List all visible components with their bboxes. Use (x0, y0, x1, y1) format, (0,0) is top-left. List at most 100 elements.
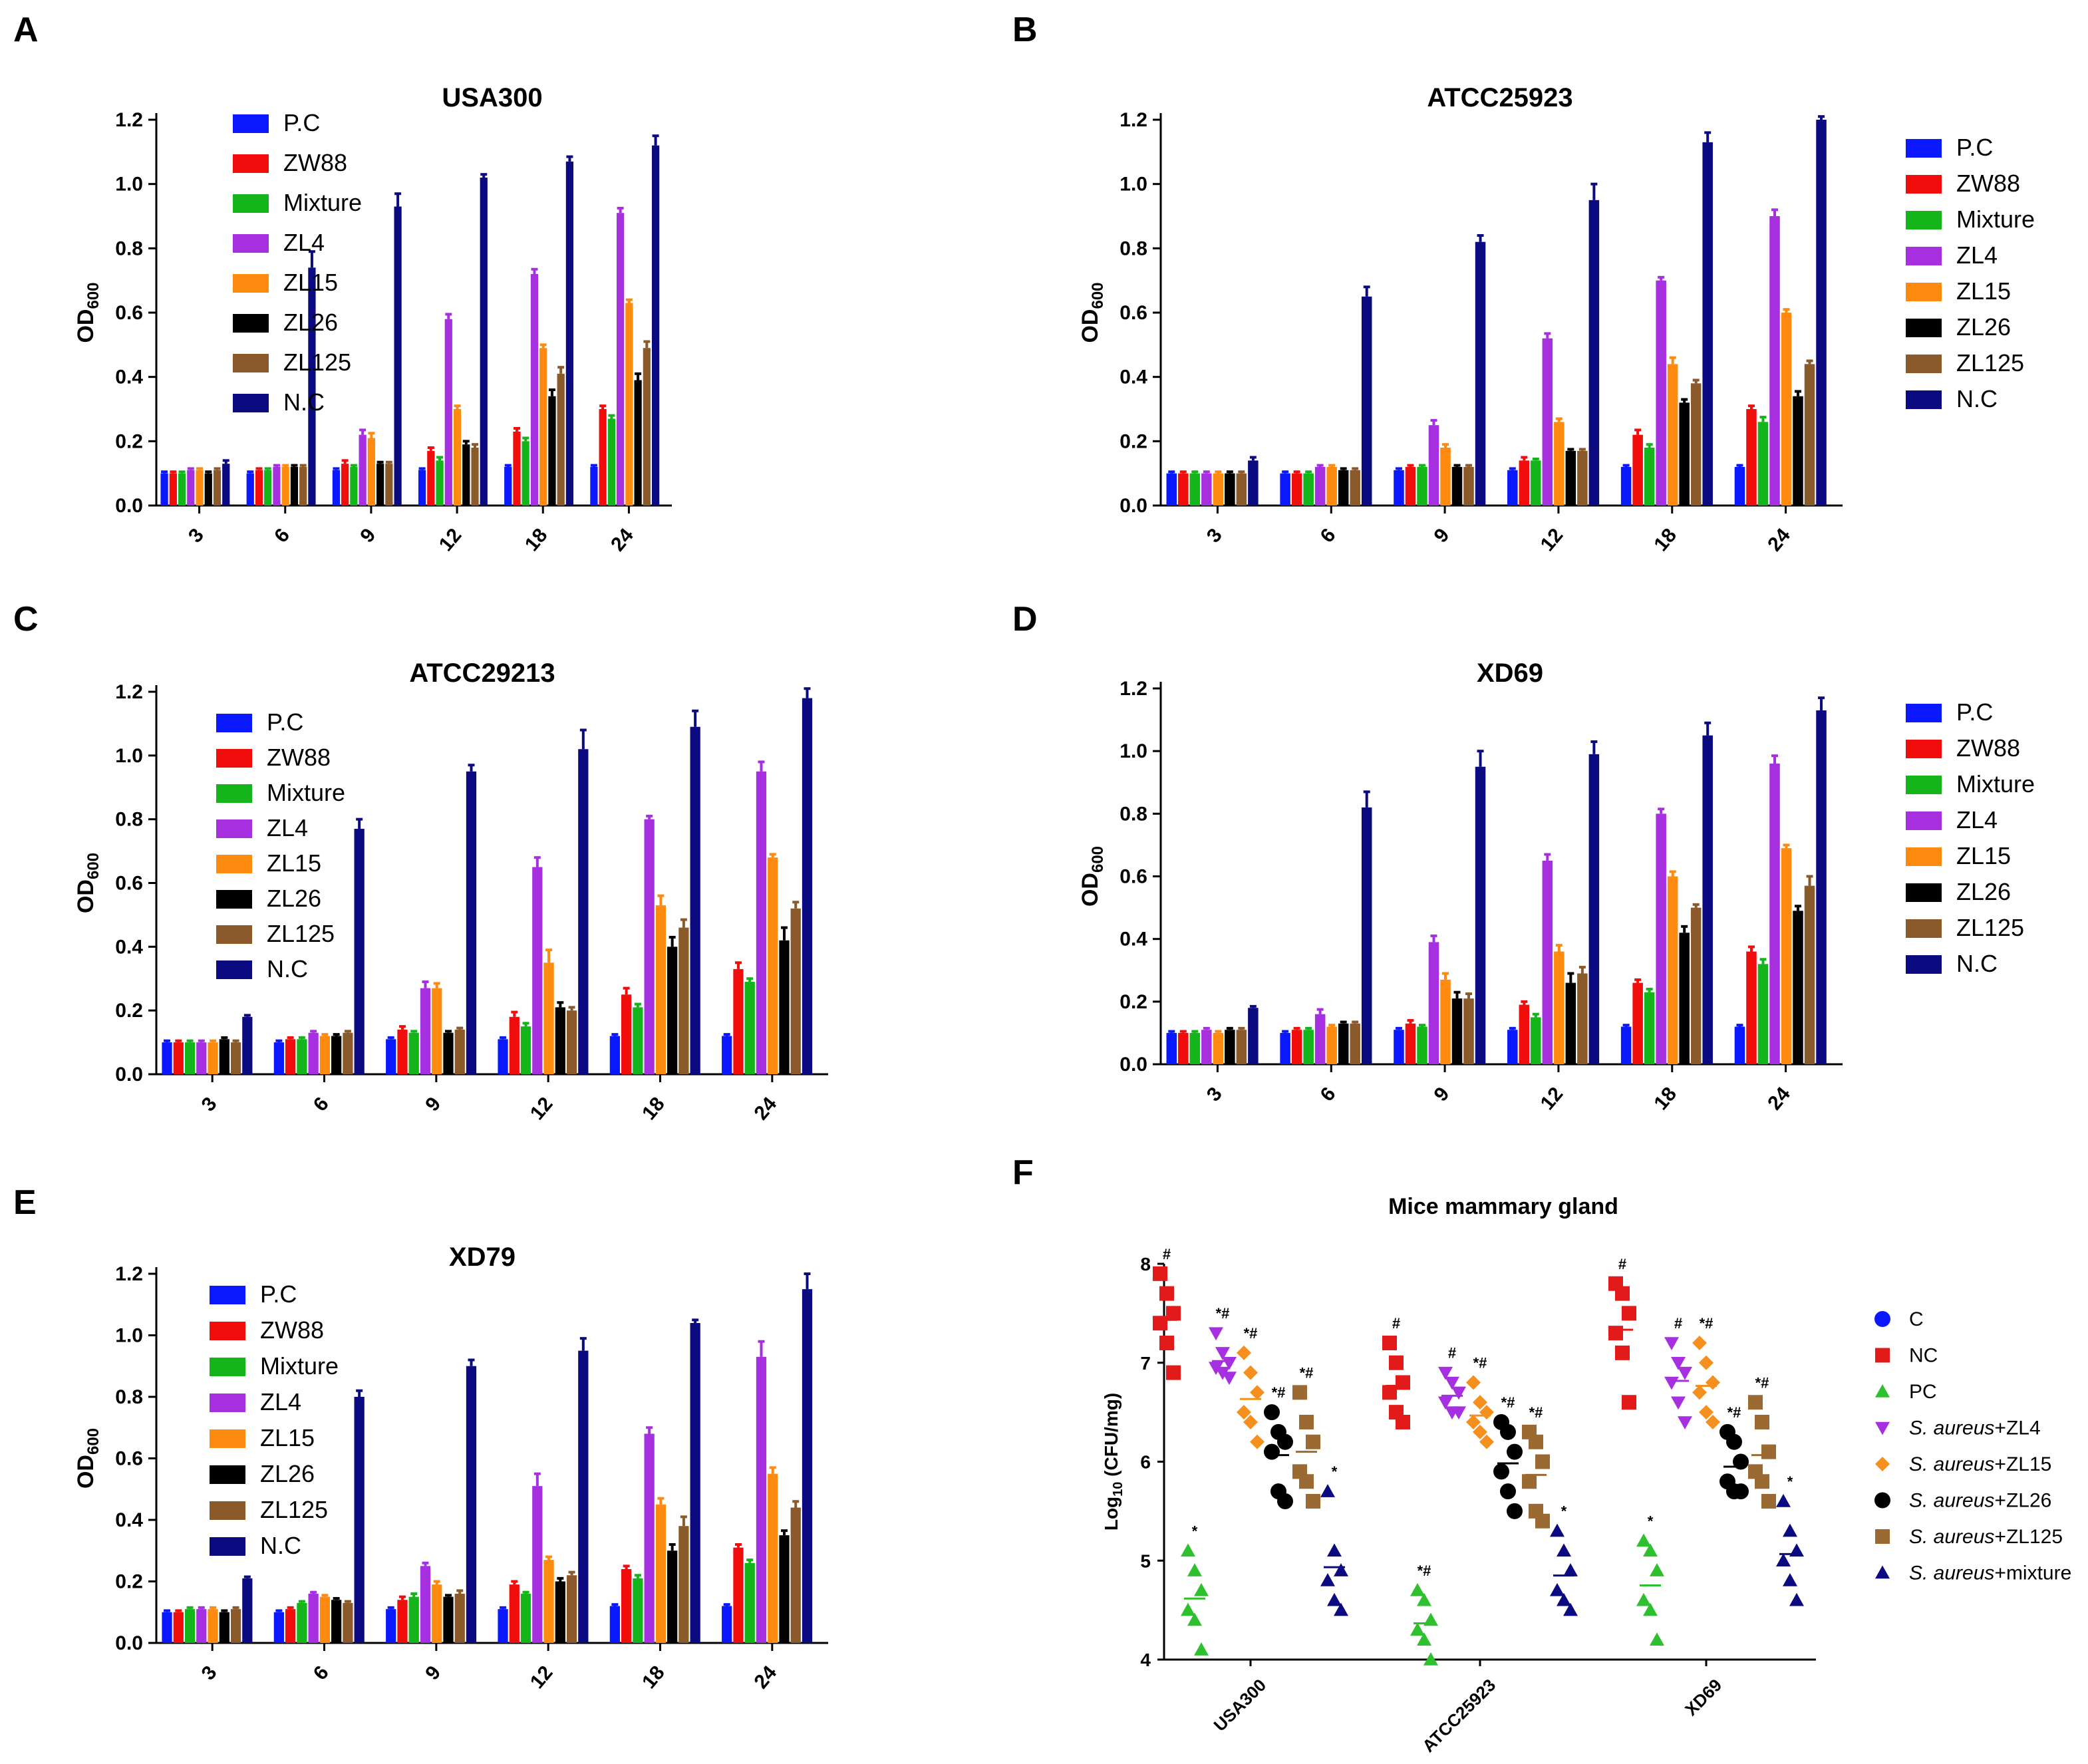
legend-label: P.C (1956, 698, 1993, 726)
bar-n-c (1475, 766, 1486, 1064)
x-tick-label: 6 (270, 524, 294, 547)
y-tick-label: 0.0 (1119, 495, 1147, 517)
scatter-point (1706, 1415, 1720, 1429)
legend-label: ZL125 (260, 1496, 328, 1523)
bar-zl26 (331, 1600, 342, 1643)
x-tick-label: 12 (1537, 1083, 1568, 1114)
y-axis-label-sub: 600 (84, 282, 102, 309)
bar-zl26 (1451, 467, 1463, 506)
scatter-point (1264, 1404, 1280, 1421)
bar-zw88 (169, 473, 177, 506)
bar-zw88 (341, 464, 349, 506)
bar-p-c (722, 1606, 732, 1643)
scatter-point (1507, 1443, 1523, 1460)
bar-n-c (1361, 807, 1372, 1064)
scatter-point (1643, 1543, 1658, 1557)
bar-zl4 (1656, 813, 1666, 1064)
y-axis-label-sub: 600 (1089, 846, 1107, 873)
bar-zl15 (1213, 1032, 1224, 1064)
scatter-point (1243, 1415, 1258, 1429)
scatter-point (1215, 1347, 1230, 1360)
scatter-point (1181, 1543, 1195, 1557)
scatter-point (1776, 1494, 1791, 1507)
legend-swatch (233, 234, 269, 253)
x-tick-label: 24 (1763, 1083, 1795, 1114)
scatter-point (1608, 1326, 1623, 1341)
y-tick-label: 0.8 (115, 237, 143, 259)
bar-zl125 (343, 1602, 353, 1643)
legend-label: PC (1909, 1381, 1937, 1403)
bar-zw88 (1405, 1023, 1416, 1064)
bar-zl26 (1565, 982, 1576, 1064)
bar-zl125 (471, 448, 479, 506)
scatter-point (1473, 1395, 1487, 1410)
bar-zw88 (285, 1039, 296, 1074)
scatter-point (1153, 1266, 1167, 1281)
legend-swatch (210, 1429, 245, 1448)
bar-p-c (1620, 467, 1632, 506)
panel-letter: B (1012, 11, 1038, 49)
legend-swatch (233, 314, 269, 333)
scatter-point (1327, 1592, 1342, 1606)
scatter-point (1237, 1405, 1251, 1420)
bar-p-c (1507, 1030, 1518, 1064)
y-tick-label: 0.6 (115, 873, 143, 895)
x-tick-label: 6 (309, 1662, 333, 1684)
bar-zw88 (1632, 434, 1643, 506)
scatter-point (1451, 1406, 1466, 1420)
scatter-point (1194, 1582, 1209, 1596)
bar-mixture (436, 460, 444, 506)
bar-zl4 (420, 1566, 431, 1643)
bar-zw88 (1632, 982, 1643, 1064)
legend-swatch (1906, 211, 1942, 229)
bar-zl125 (790, 1507, 801, 1643)
bar-zw88 (1291, 473, 1302, 506)
bar-zw88 (733, 968, 744, 1074)
y-tick-label: 4 (1140, 1650, 1151, 1670)
bar-p-c (609, 1036, 621, 1074)
x-tick-label: 12 (526, 1093, 557, 1124)
scatter-point (1423, 1652, 1438, 1666)
legend-label: ZW88 (1956, 170, 2020, 197)
scatter-point (1507, 1503, 1523, 1519)
scatter-point (1159, 1286, 1174, 1301)
legend-swatch (1906, 847, 1942, 866)
bar-n-c (802, 1289, 813, 1643)
y-axis-label-sub: 600 (1089, 282, 1107, 309)
bar-zw88 (397, 1600, 408, 1643)
x-tick-label: 3 (198, 1662, 222, 1684)
bar-mixture (607, 418, 616, 506)
bar-zl26 (219, 1612, 229, 1643)
legend-label: ZW88 (1956, 734, 2020, 762)
y-tick-label: 1.2 (115, 681, 143, 703)
y-tick-label: 0.8 (1119, 237, 1147, 259)
y-tick-label: 0.2 (1119, 430, 1147, 452)
bar-n-c (1702, 735, 1713, 1064)
bar-zl26 (443, 1032, 454, 1074)
bar-zl15 (539, 348, 547, 506)
bar-n-c (1588, 754, 1600, 1064)
scatter-point (1699, 1355, 1714, 1370)
scatter-point (1166, 1365, 1181, 1380)
bar-p-c (332, 470, 341, 506)
scatter-point (1417, 1632, 1431, 1646)
scatter-point (1622, 1395, 1636, 1410)
bar-p-c (1394, 470, 1404, 506)
legend-label-rest: +ZL26 (1994, 1490, 2051, 1512)
scatter-point (1320, 1484, 1335, 1497)
x-tick-label: 6 (1316, 1083, 1340, 1105)
scatter-point (1410, 1582, 1425, 1596)
scatter-point (1292, 1385, 1307, 1400)
legend-label: ZL15 (1956, 842, 2011, 869)
scatter-point (1783, 1573, 1797, 1586)
legend-label: N.C (1956, 385, 1998, 412)
panel-a: A USA300 OD600 0.0 0.2 0.4 0.6 0.8 1.0 1.2 3 6 9 12 18… (13, 11, 672, 555)
legend-label: N.C (1956, 950, 1998, 977)
panel-d: D XD69 OD600 0.0 0.2 0.4 0.6 0.8 1.0 1.2 3 6 9 12 18 24… (1012, 600, 2035, 1114)
bar-zl4 (273, 467, 281, 506)
x-tick-label: 6 (1316, 524, 1340, 547)
legend-label: P.C (267, 708, 303, 736)
bar-zl15 (319, 1036, 331, 1074)
y-tick-label: 0.2 (115, 1000, 143, 1022)
bar-zl26 (1225, 473, 1235, 506)
